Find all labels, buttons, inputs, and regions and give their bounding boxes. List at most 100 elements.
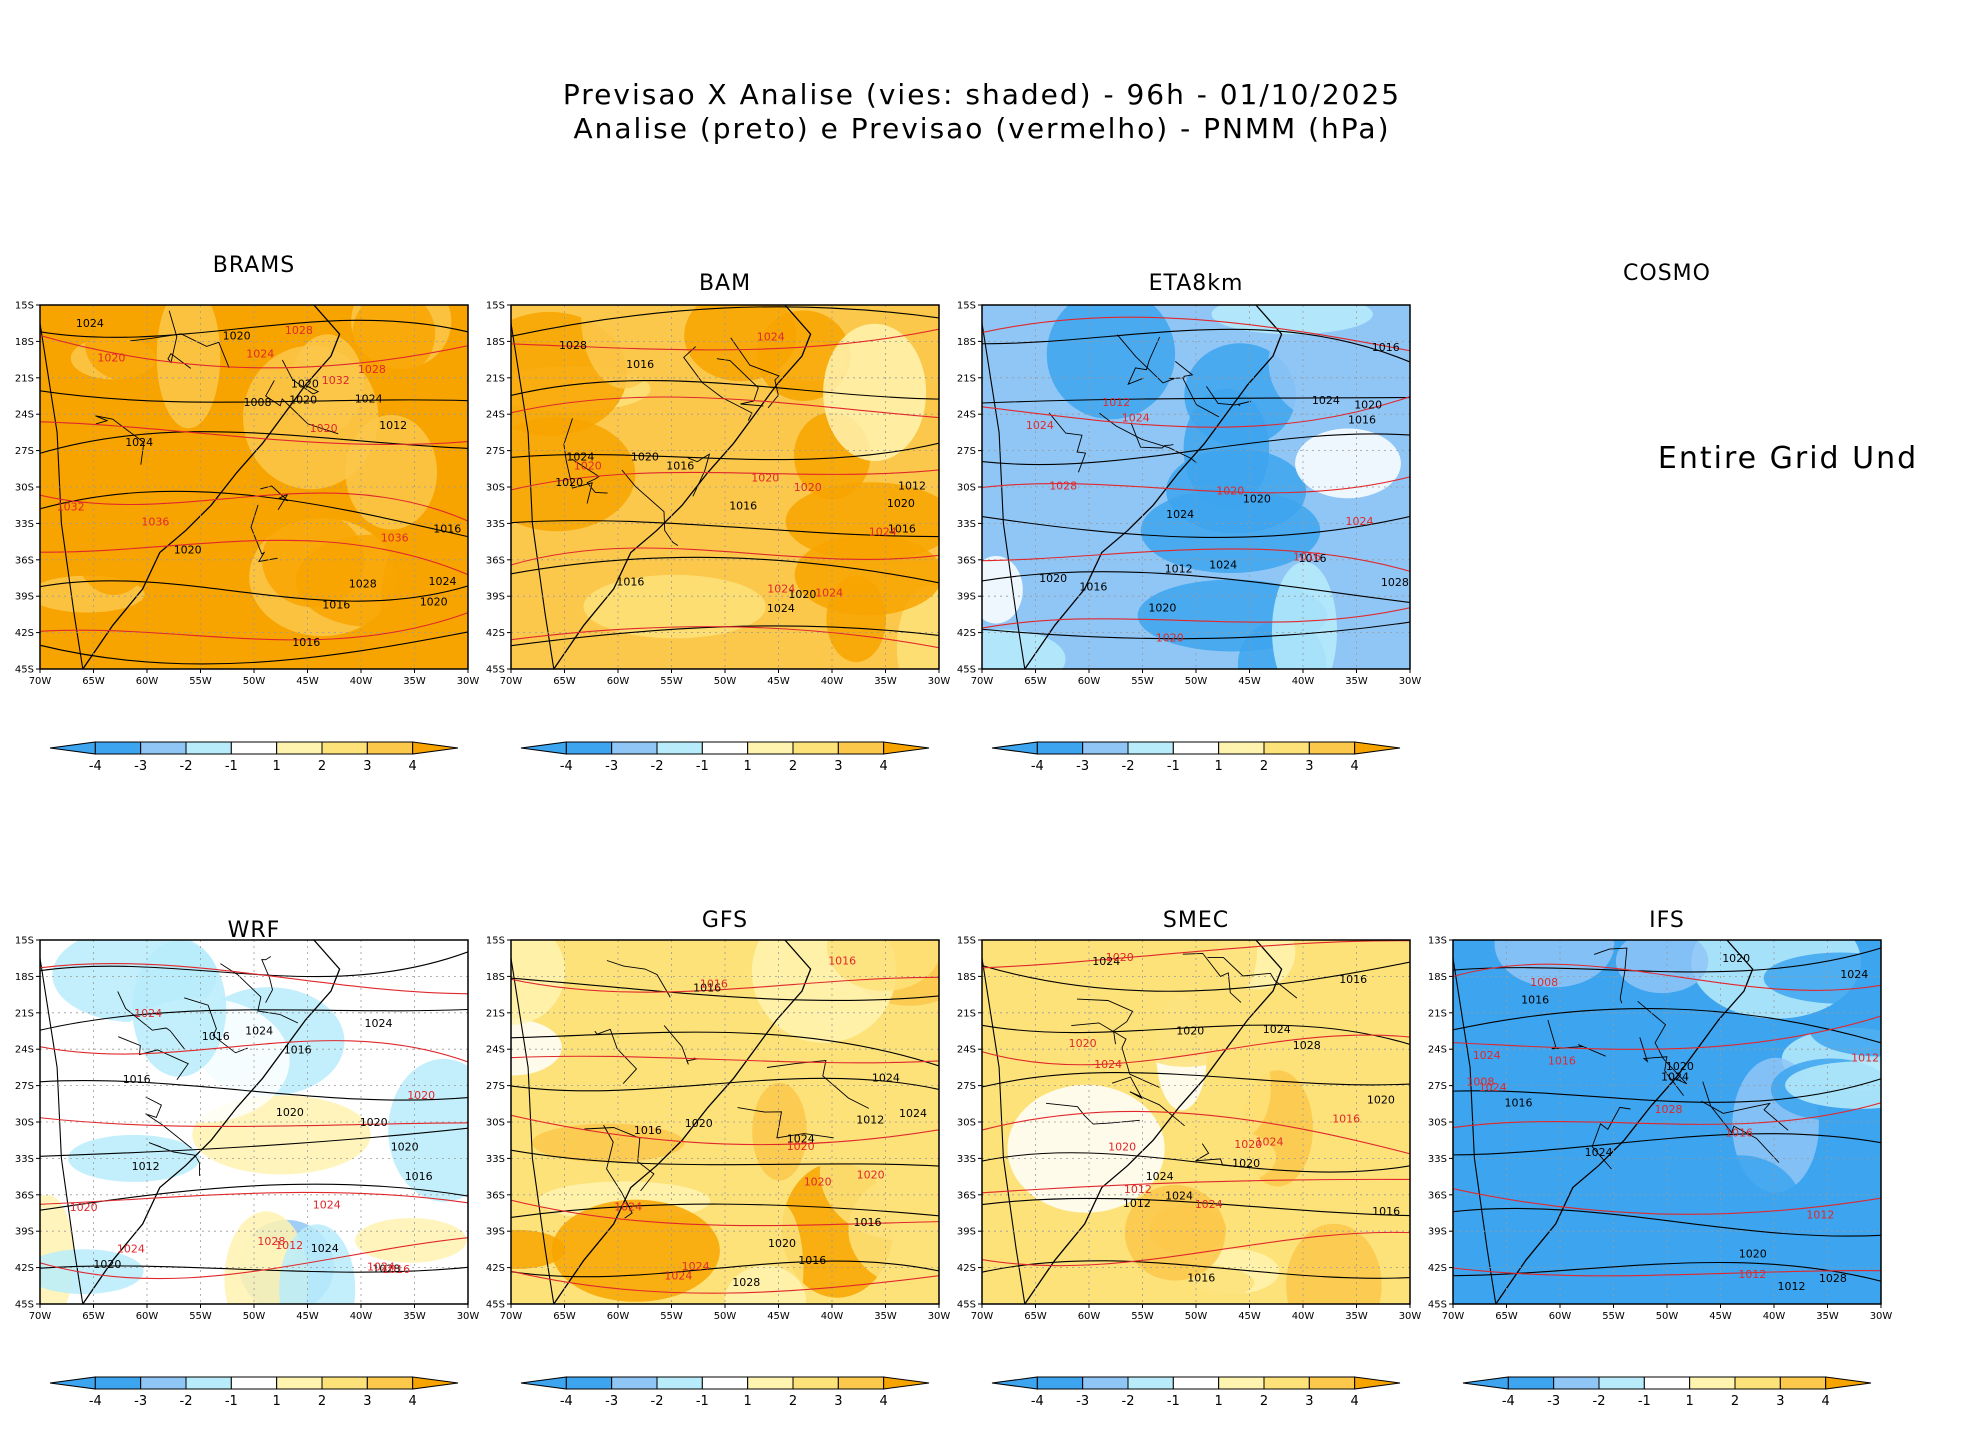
analysis-contour-label: 1020 [1243, 492, 1271, 505]
analysis-contour [511, 556, 939, 584]
figure-title-line1: Previsao X Analise (vies: shaded) - 96h … [562, 78, 1402, 111]
colorbar-tick-label: 2 [318, 1394, 326, 1409]
x-tick-label: 55W [1131, 1311, 1154, 1322]
x-tick-label: 50W [1185, 676, 1208, 687]
analysis-contour-label: 1028 [1293, 1039, 1321, 1052]
x-tick-label: 55W [1602, 1311, 1625, 1322]
y-tick-label: 15S [486, 936, 505, 947]
y-tick-label: 18S [15, 337, 34, 348]
forecast-contour-label: 1016 [1332, 1112, 1360, 1125]
y-tick-label: 36S [486, 555, 505, 566]
bias-shading-blob [73, 490, 155, 595]
colorbar-tick-label: -2 [1593, 1394, 1606, 1409]
map-area: 1012101610161020102010241024102810201024… [40, 940, 468, 1304]
colorbar-tick-label: -2 [651, 1394, 664, 1409]
analysis-contour-label: 1016 [798, 1254, 826, 1267]
bias-shading-blob [1140, 488, 1321, 573]
analysis-contour-label: 1016 [1299, 552, 1327, 565]
bias-shading-blob [1149, 1204, 1227, 1255]
y-tick-label: 36S [15, 555, 34, 566]
y-tick-label: 45S [486, 665, 505, 676]
x-tick-label: 40W [350, 1311, 373, 1322]
analysis-contour-label: 1016 [123, 1073, 151, 1086]
y-tick-label: 36S [1428, 1190, 1447, 1201]
x-tick-label: 45W [1709, 1311, 1732, 1322]
forecast-contour-label: 1028 [257, 1235, 285, 1248]
analysis-contour [1453, 1207, 1881, 1237]
forecast-contour [982, 476, 1410, 494]
y-tick-label: 45S [15, 665, 34, 676]
colorbar-bin [701, 741, 749, 755]
colorbar-bin [1218, 741, 1265, 755]
forecast-contour-label: 1012 [1851, 1052, 1879, 1065]
colorbar-tick-label: -1 [1638, 1394, 1651, 1409]
panel-title-ifs: IFS [1649, 908, 1685, 933]
forecast-contour-label: 1032 [322, 374, 350, 387]
analysis-contour-label: 1016 [729, 500, 757, 513]
coastline [1495, 940, 1754, 1304]
colorbar-bin [565, 741, 613, 755]
coastline [553, 940, 812, 1304]
analysis-contour-label: 1012 [1778, 1280, 1806, 1293]
y-tick-label: 24S [957, 1045, 976, 1056]
analysis-contour [511, 306, 939, 337]
colorbar-tick-label: 1 [1215, 1394, 1223, 1409]
colorbar-tick-label: 2 [789, 759, 797, 774]
analysis-contour [982, 433, 1410, 466]
coastline [1024, 305, 1283, 669]
forecast-contour-label: 1024 [1473, 1049, 1501, 1062]
colorbar-tick-label: -4 [560, 1394, 573, 1409]
analysis-contour-label: 1024 [1146, 1170, 1174, 1183]
colorbar-tick-label: 2 [1731, 1394, 1739, 1409]
colorbar-bin [747, 741, 794, 755]
forecast-contour-label: 1036 [381, 532, 409, 545]
state-border [1046, 1102, 1140, 1125]
colorbar-bin [1082, 741, 1129, 755]
x-tick-label: 65W [1024, 1311, 1047, 1322]
y-tick-label: 33S [957, 1154, 976, 1165]
bias-shading-blob [511, 417, 636, 532]
analysis-contour-label: 1012 [1123, 1197, 1151, 1210]
colorbar-bin [1218, 1376, 1265, 1390]
colorbar-tick-label: -3 [1547, 1394, 1560, 1409]
coastline [82, 305, 341, 669]
analysis-contour-label: 1012 [132, 1160, 160, 1173]
state-border [606, 960, 671, 998]
colorbar-bin [1598, 1376, 1645, 1390]
colorbar-tick-label: 1 [1215, 759, 1223, 774]
state-border [184, 997, 248, 1054]
state-border [265, 380, 339, 435]
analysis-contour-label: 1016 [433, 523, 461, 536]
colorbar-tick-label: 3 [363, 759, 371, 774]
analysis-contour-label: 1024 [899, 1107, 927, 1120]
x-tick-label: 65W [1024, 676, 1047, 687]
analysis-contour-label: 1020 [93, 1258, 121, 1271]
bias-shading-blob [1298, 953, 1410, 1084]
forecast-contour-label: 1024 [367, 1261, 395, 1274]
forecast-contour-label: 1016 [1548, 1055, 1576, 1068]
x-tick-label: 30W [928, 676, 951, 687]
forecast-contour-label: 1024 [313, 1198, 341, 1211]
state-border [584, 1127, 655, 1192]
colorbar-arrow-left [1462, 1376, 1509, 1390]
x-tick-label: 40W [1292, 1311, 1315, 1322]
forecast-contour [511, 396, 939, 419]
analysis-contour-label: 1024 [125, 436, 153, 449]
analysis-contour [511, 1031, 939, 1067]
analysis-contour-label: 1024 [872, 1072, 900, 1085]
colorbar-tick-label: 2 [318, 759, 326, 774]
analysis-contour-label: 1020 [276, 1106, 304, 1119]
bias-shading-blob [40, 1249, 144, 1294]
colorbar-tick-label: -3 [134, 759, 147, 774]
bias-shading-blob [532, 1123, 685, 1163]
state-border [1593, 947, 1628, 1004]
forecast-contour-label: 1020 [1234, 1138, 1262, 1151]
bias-shading-blob [1763, 952, 1881, 1004]
analysis-contour-label: 1016 [888, 522, 916, 535]
colorbar-bin [1308, 741, 1356, 755]
forecast-contour-label: 1024 [1094, 1058, 1122, 1071]
state-border [1130, 422, 1174, 449]
colorbar-bin [611, 1376, 658, 1390]
state-border [1637, 1000, 1688, 1085]
x-tick-label: 35W [874, 676, 897, 687]
